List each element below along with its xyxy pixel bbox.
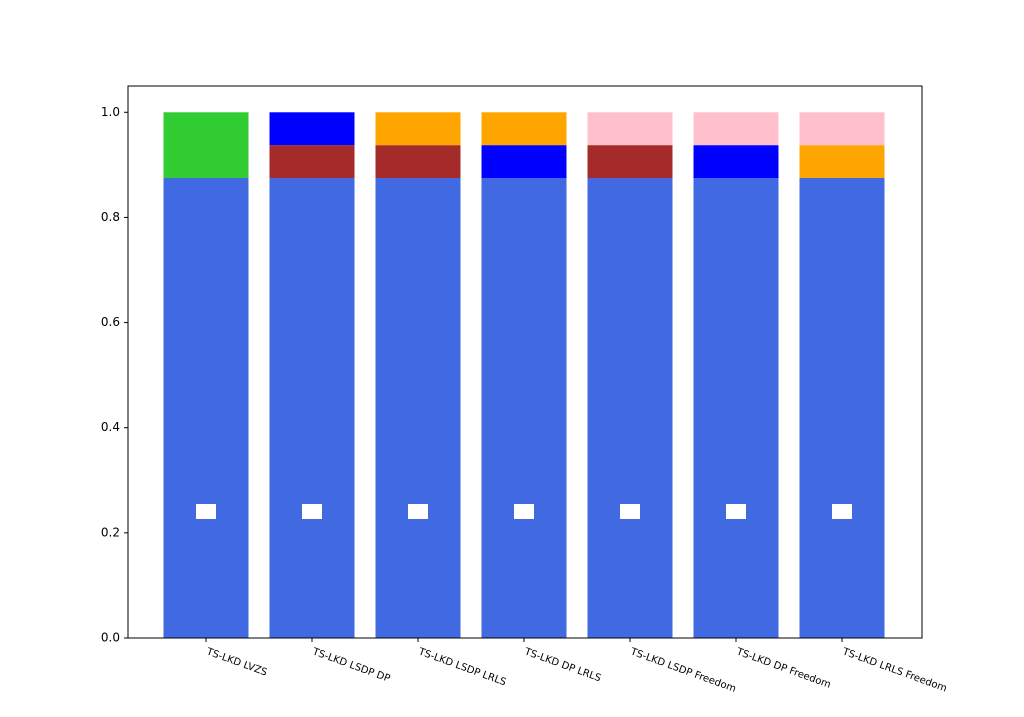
bar-segment <box>269 145 355 178</box>
x-tick-label: TS-LKD LRLS Freedom <box>840 646 948 694</box>
label-box <box>832 504 852 519</box>
bar-segment <box>163 178 249 638</box>
label-box <box>408 504 428 519</box>
y-tick-label: 1.0 <box>101 105 120 119</box>
bar-segment <box>799 178 885 638</box>
x-tick-label: TS-LKD LSDP Freedom <box>628 646 737 695</box>
bar-segment <box>375 178 461 638</box>
x-tick-label: TS-LKD LSDP DP <box>310 646 391 685</box>
bar-segment <box>693 145 779 178</box>
label-box <box>726 504 746 519</box>
bar-segment <box>587 112 673 146</box>
y-tick-label: 0.8 <box>101 210 120 224</box>
bar-segment <box>375 112 461 146</box>
label-box <box>196 504 216 519</box>
bar-segment <box>481 112 567 146</box>
x-tick-label: TS-LKD DP Freedom <box>734 646 832 691</box>
bar-segment <box>269 112 355 146</box>
x-tick-label: TS-LKD DP LRLS <box>522 646 602 684</box>
y-tick-label: 0.4 <box>101 420 120 434</box>
bar-segment <box>375 145 461 178</box>
bar-segment <box>799 145 885 178</box>
bar-segment <box>163 112 249 178</box>
y-tick-label: 0.2 <box>101 525 120 539</box>
bar-segment <box>693 178 779 638</box>
label-box <box>620 504 640 519</box>
bar-segment <box>799 112 885 146</box>
bar-segment <box>481 145 567 178</box>
y-tick-label: 0.0 <box>101 631 120 645</box>
y-tick-label: 0.6 <box>101 315 120 329</box>
plot-frame <box>127 85 923 639</box>
bar-segment <box>587 178 673 638</box>
label-box <box>302 504 322 519</box>
bar-segment <box>481 178 567 638</box>
label-box <box>514 504 534 519</box>
bar-segment <box>587 145 673 178</box>
x-tick-label: TS-LKD LSDP LRLS <box>416 646 507 688</box>
x-tick-label: TS-LKD LVZS <box>204 646 268 678</box>
bar-segment <box>269 178 355 638</box>
bar-segment <box>693 112 779 146</box>
